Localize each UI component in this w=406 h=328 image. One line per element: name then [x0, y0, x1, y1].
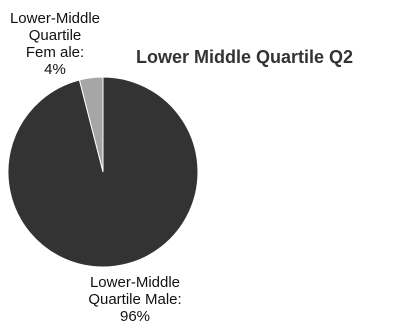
- data-label-female-line-3: Fem ale:: [25, 44, 85, 61]
- data-label-male-line-2: Quartile Male:: [88, 291, 182, 308]
- data-label-female: Lower-Middle Quartile Fem ale: 4%: [6, 10, 104, 78]
- chart-title: Lower Middle Quartile Q2: [136, 47, 354, 67]
- data-label-male: Lower-Middle Quartile Male: 96%: [60, 274, 210, 325]
- pie-slice-male: [7, 76, 199, 268]
- data-label-male-line-1: Lower-Middle: [89, 274, 181, 291]
- data-label-female-line-4: 4%: [44, 61, 66, 78]
- data-label-female-line-1: Lower-Middle: [9, 10, 101, 27]
- data-label-female-line-2: Quartile: [28, 27, 82, 44]
- data-label-male-line-3: 96%: [119, 308, 151, 325]
